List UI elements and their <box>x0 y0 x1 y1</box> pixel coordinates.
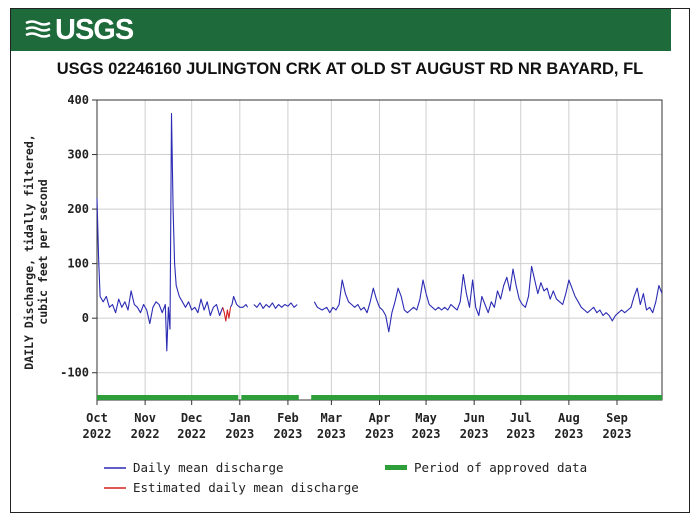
x-tick-year-label: 2023 <box>365 427 394 441</box>
daily-discharge-line <box>96 113 224 352</box>
x-tick-month-label: Jun <box>463 411 485 425</box>
x-tick-month-label: Jan <box>229 411 251 425</box>
y-axis-ticks: 400 300 200 100 0 -100 <box>60 93 97 380</box>
x-tick-month-label: Aug <box>558 411 580 425</box>
y-tick-label: 200 <box>67 202 89 216</box>
usgs-wave-icon <box>25 20 51 38</box>
y-tick-label: 400 <box>67 93 89 107</box>
daily-discharge-line <box>230 295 249 308</box>
x-tick-month-label: Dec <box>181 411 203 425</box>
series-lines <box>96 113 663 352</box>
daily-discharge-line <box>313 265 663 333</box>
y-axis-label-line1: DAILY Discharge, tidally filtered, <box>22 134 36 369</box>
x-tick-year-label: 2023 <box>554 427 583 441</box>
estimated-discharge-line <box>222 307 232 322</box>
grid-lines <box>96 99 662 400</box>
approved-period-bar <box>311 395 662 400</box>
approved-data-bars <box>97 395 662 400</box>
x-tick-month-label: Sep <box>606 411 628 425</box>
x-tick-month-label: Jul <box>510 411 532 425</box>
x-tick-month-label: Mar <box>321 411 343 425</box>
x-tick-year-label: 2023 <box>317 427 346 441</box>
x-axis-ticks: Oct 2022 Nov 2022 Dec 2022 Jan 2023 Feb 2023 Mar 20… <box>83 400 632 441</box>
x-tick-year-label: 2023 <box>412 427 441 441</box>
figure-frame: USGS <box>10 8 690 513</box>
x-tick-year-label: 2023 <box>225 427 254 441</box>
legend-swatch-approved <box>385 465 407 470</box>
y-tick-label: 300 <box>67 148 89 162</box>
usgs-logo: USGS <box>25 13 134 47</box>
x-tick-month-label: Oct <box>86 411 108 425</box>
x-tick-year-label: 2022 <box>83 427 112 441</box>
chart-title: USGS 02246160 JULINGTON CRK AT OLD ST AU… <box>56 60 644 78</box>
legend: Daily mean discharge Estimated daily mean… <box>104 460 587 495</box>
y-axis-label-line2: cubic feet per second <box>36 179 50 324</box>
x-tick-month-label: Nov <box>134 411 156 425</box>
x-tick-year-label: 2023 <box>506 427 535 441</box>
usgs-logo-text: USGS <box>55 13 134 46</box>
x-tick-month-label: Apr <box>369 411 391 425</box>
y-tick-label: -100 <box>60 366 89 380</box>
x-tick-year-label: 2023 <box>460 427 489 441</box>
daily-discharge-line <box>253 302 298 309</box>
x-tick-month-label: May <box>415 411 437 425</box>
x-tick-year-label: 2023 <box>273 427 302 441</box>
y-tick-label: 0 <box>82 311 89 325</box>
legend-label-daily: Daily mean discharge <box>133 460 284 475</box>
x-tick-year-label: 2023 <box>603 427 632 441</box>
approved-period-bar <box>97 395 239 400</box>
x-tick-year-label: 2022 <box>131 427 160 441</box>
legend-label-approved: Period of approved data <box>414 460 587 475</box>
x-tick-month-label: Feb <box>277 411 299 425</box>
approved-period-bar <box>241 395 299 400</box>
y-tick-label: 100 <box>67 257 89 271</box>
x-tick-year-label: 2022 <box>177 427 206 441</box>
usgs-banner: USGS <box>11 9 671 51</box>
legend-label-estimated: Estimated daily mean discharge <box>133 480 359 495</box>
